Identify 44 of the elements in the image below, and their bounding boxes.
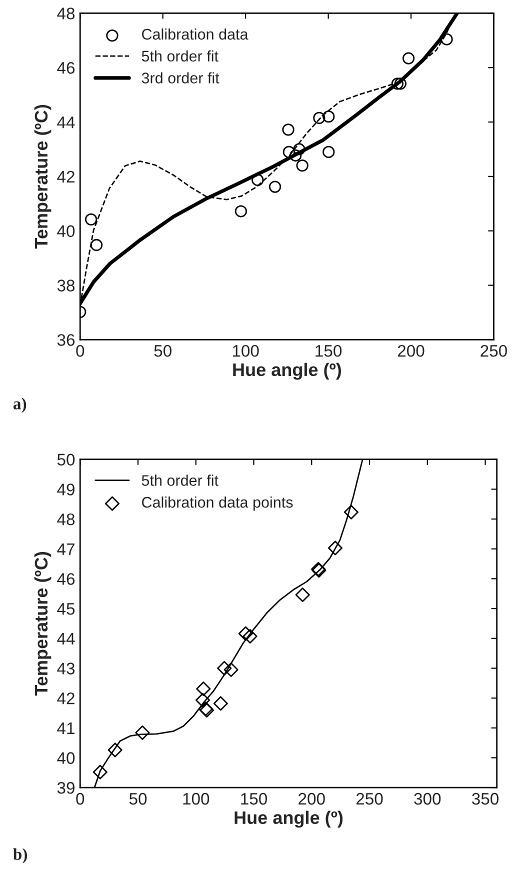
x-tick-label: 300 — [414, 792, 441, 805]
legend-label: Calibration data points — [142, 496, 293, 511]
x-tick-label: 100 — [232, 344, 259, 357]
x-tick-label: 350 — [472, 792, 499, 805]
y-tick-label: 40 — [57, 752, 75, 764]
y-tick-label: 44 — [57, 632, 75, 644]
y-tick-label: 40 — [57, 225, 75, 238]
text: a) — [13, 398, 26, 413]
x-tick-label: 250 — [480, 344, 507, 357]
y-tick-label: 46 — [57, 573, 75, 585]
x-tick-label: 200 — [398, 344, 424, 357]
legend-label: Calibration data — [142, 28, 248, 40]
y-tick-label: 47 — [57, 543, 74, 555]
x-tick-label: 200 — [298, 792, 325, 805]
legend-label: 3rd order fit — [142, 72, 220, 84]
x-tick-label: 50 — [154, 344, 172, 357]
y-tick-label: 43 — [57, 662, 75, 674]
y-tick-label: 48 — [57, 8, 75, 20]
y-tick-label: 44 — [57, 116, 75, 128]
x-axis-title: Hue angle (º) — [234, 810, 343, 828]
x-tick-label: 150 — [241, 792, 268, 805]
y-axis-title: Temperature (ºC) — [34, 104, 52, 249]
y-tick-label: 42 — [57, 692, 74, 704]
y-tick-label: 36 — [57, 334, 75, 346]
y-tick-label: 48 — [57, 513, 75, 526]
legend-label: 5th order fit — [142, 50, 218, 62]
x-axis-title: Hue angle (º) — [233, 362, 341, 380]
x-tick-label: 0 — [76, 792, 84, 805]
x-tick-label: 150 — [316, 344, 342, 357]
x-tick-label: 0 — [76, 344, 84, 357]
y-tick-label: 39 — [57, 782, 74, 794]
y-tick-label: 45 — [57, 603, 75, 615]
text: b) — [13, 848, 28, 864]
y-tick-label: 46 — [57, 62, 75, 74]
y-tick-label: 38 — [57, 280, 75, 292]
legend-label: 5th order fit — [142, 474, 218, 486]
y-tick-label: 41 — [57, 722, 74, 734]
x-tick-label: 50 — [129, 792, 147, 805]
y-tick-label: 42 — [57, 170, 74, 182]
y-tick-label: 49 — [57, 484, 74, 496]
y-axis-title: Temperature (ºC) — [34, 552, 52, 696]
x-tick-label: 250 — [356, 792, 383, 805]
x-tick-label: 100 — [183, 792, 210, 805]
y-tick-label: 50 — [57, 454, 75, 466]
